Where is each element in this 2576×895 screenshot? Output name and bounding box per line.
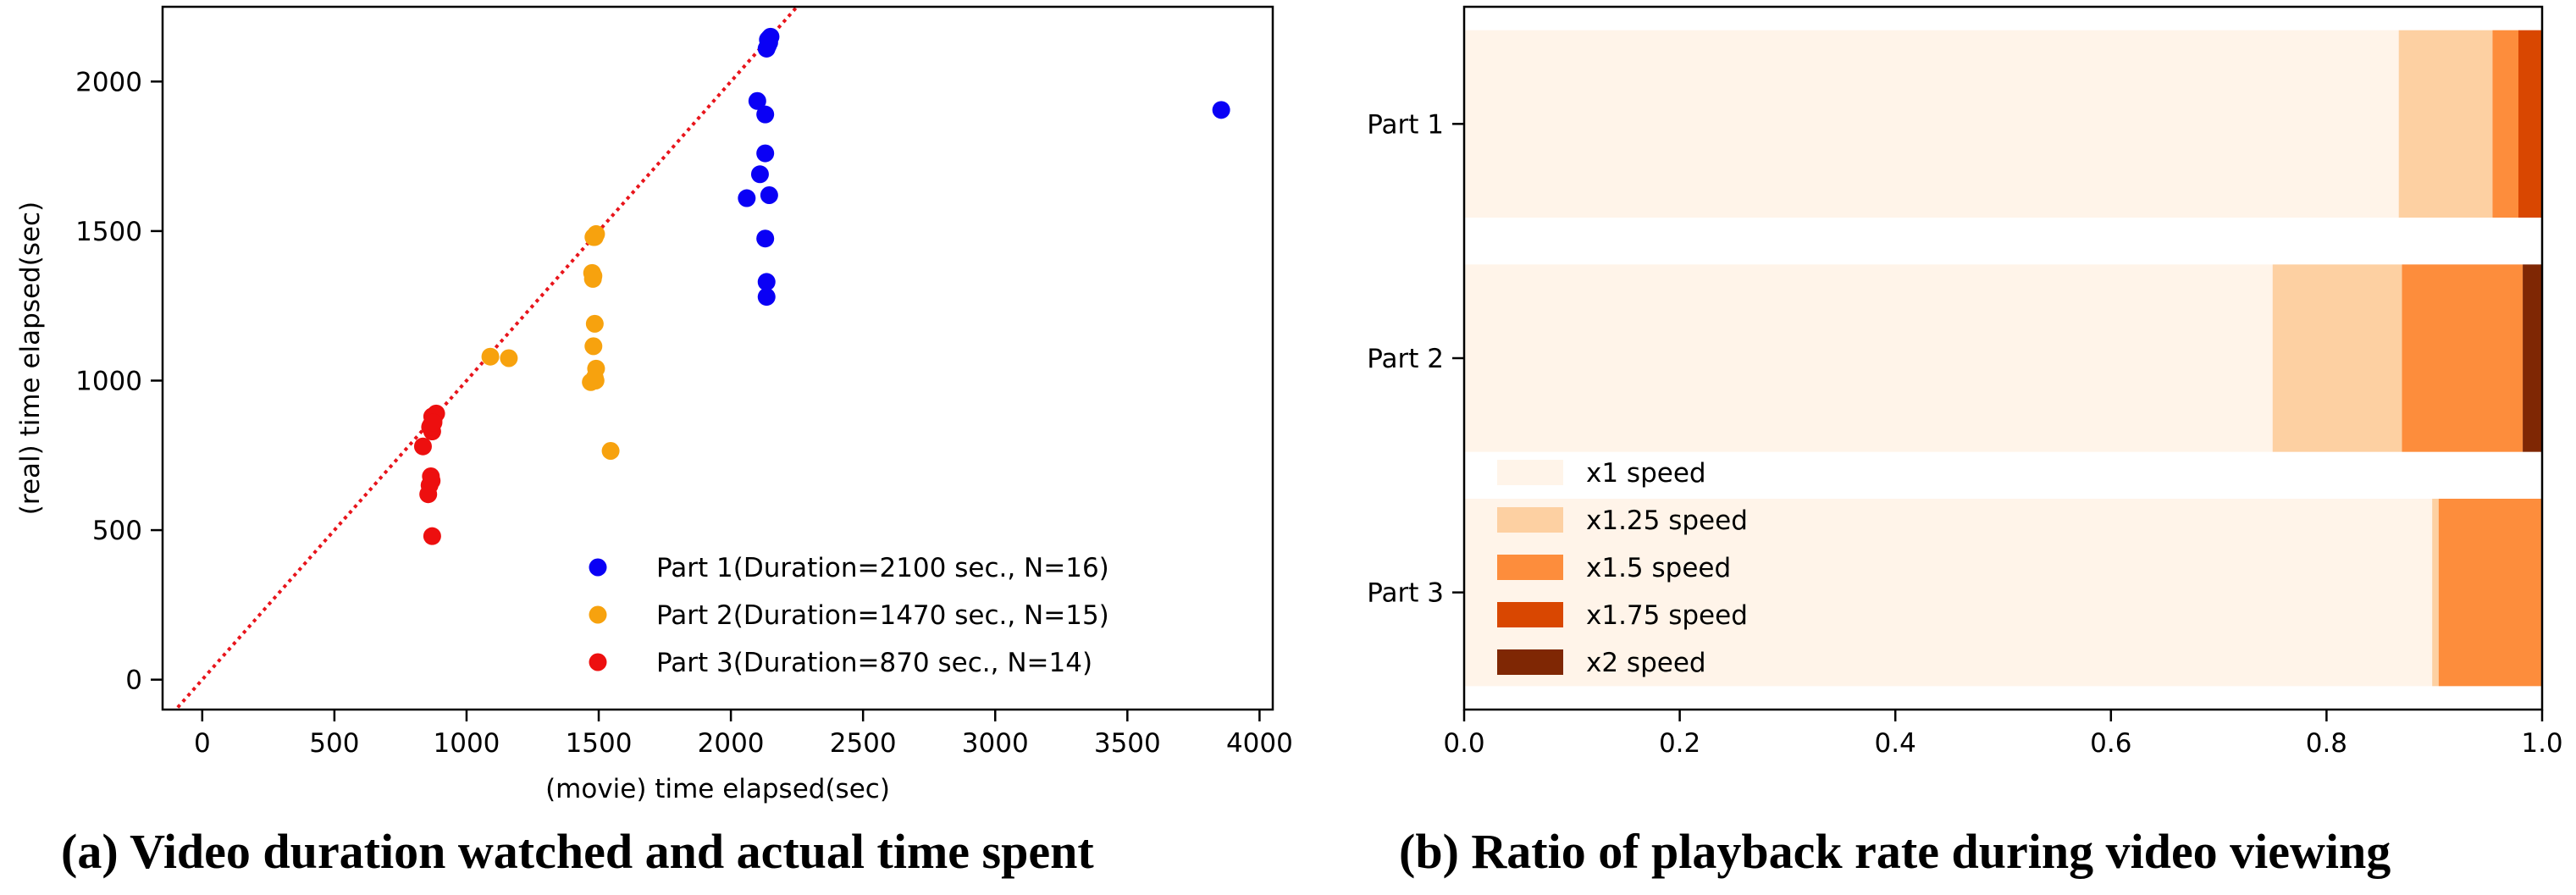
data-point-part-1 [1212, 101, 1230, 119]
data-point-part-1 [757, 288, 776, 307]
legend-label: x1.25 speed [1586, 506, 1748, 536]
plot-frame-a [161, 5, 1274, 711]
data-point-part-1 [756, 229, 775, 248]
x-tick-label: 3000 [962, 728, 1029, 759]
data-point-part-2 [584, 267, 603, 285]
x-tick-label: 0.6 [2090, 728, 2131, 759]
bar-segment-x1-speed [1464, 264, 2273, 452]
data-point-part-3 [424, 413, 443, 432]
bar-segment-x1_5-speed [2438, 499, 2542, 687]
legend-label: x1 speed [1586, 458, 1706, 489]
data-point-part-2 [586, 371, 605, 389]
legend-label: x1.75 speed [1586, 600, 1748, 631]
data-point-part-1 [757, 273, 776, 291]
data-point-part-1 [756, 105, 775, 124]
data-point-part-2 [585, 314, 604, 333]
bar-segment-x1-speed [1464, 30, 2399, 218]
category-label: Part 3 [1367, 578, 1444, 609]
legend-label: x2 speed [1586, 648, 1706, 678]
x-tick-label: 0.2 [1659, 728, 1700, 759]
data-point-part-1 [750, 165, 769, 184]
data-point-part-3 [413, 437, 432, 456]
bar-segment-x1_25-speed [2272, 264, 2402, 452]
bar-segment-x2-speed [2523, 264, 2542, 452]
data-point-part-2 [481, 347, 500, 366]
legend-swatch [1497, 555, 1563, 580]
legend-swatch [1497, 602, 1563, 627]
legend-swatch [1497, 460, 1563, 485]
data-point-part-3 [423, 527, 441, 545]
y-tick-label: 500 [92, 516, 142, 546]
legend-label: Part 3(Duration=870 sec., N=14) [656, 648, 1092, 678]
data-point-part-2 [585, 228, 604, 246]
x-tick-label: 0.4 [1875, 728, 1916, 759]
legend-swatch [1497, 649, 1563, 675]
bar-segment-x1_25-speed [2398, 30, 2493, 218]
legend-swatch [1497, 507, 1563, 533]
y-tick-label: 1000 [75, 366, 142, 396]
legend-label: Part 2(Duration=1470 sec., N=15) [656, 600, 1109, 631]
data-point-part-2 [601, 441, 620, 460]
data-point-part-1 [756, 144, 775, 163]
x-tick-label: 0.8 [2306, 728, 2347, 759]
y-tick-label: 1500 [75, 217, 142, 247]
y-tick-label: 2000 [75, 67, 142, 97]
bar-segment-x1_5-speed [2492, 30, 2518, 218]
bar-segment-x1_5-speed [2402, 264, 2523, 452]
legend-marker [589, 605, 607, 624]
data-point-part-2 [584, 337, 603, 356]
x-tick-label: 0.0 [1443, 728, 1484, 759]
data-point-part-1 [760, 186, 778, 205]
caption-a: (a) Video duration watched and actual ti… [61, 824, 1094, 879]
bar-segment-x1-speed [1464, 499, 2433, 687]
plot-frame-b [1462, 5, 2544, 711]
x-tick-label: 1.0 [2521, 728, 2562, 759]
x-tick-label: 0 [194, 728, 211, 759]
data-point-part-1 [748, 91, 766, 110]
x-tick-label: 4000 [1226, 728, 1293, 759]
category-label: Part 2 [1367, 344, 1444, 374]
x-tick-label: 1000 [434, 728, 500, 759]
legend-label: Part 1(Duration=2100 sec., N=16) [656, 553, 1109, 583]
x-axis-label: (movie) time elapsed(sec) [545, 774, 890, 804]
stacked-bar-chart: Part 1 Part 2 Part 3 0.0 0.2 0.4 0.6 0.8 1.0 x1 s… [1367, 5, 2563, 759]
category-label: Part 1 [1367, 109, 1444, 140]
bar-segment-x1_25-speed [2432, 499, 2439, 687]
data-point-part-3 [423, 472, 441, 490]
data-point-part-3 [419, 485, 438, 504]
data-point-part-1 [738, 189, 756, 207]
x-tick-label: 500 [309, 728, 359, 759]
x-tick-label: 3500 [1094, 728, 1161, 759]
legend-marker [589, 653, 607, 671]
legend-marker [589, 558, 607, 577]
x-tick-label: 1500 [566, 728, 633, 759]
data-point-part-2 [500, 349, 518, 367]
x-tick-label: 2500 [830, 728, 897, 759]
legend-label: x1.5 speed [1586, 553, 1731, 583]
scatter-chart: 0 500 1000 1500 2000 2500 3000 3500 4000 0 500 1000… [15, 5, 1293, 804]
data-point-part-1 [759, 36, 777, 55]
bar-segment-x1_75-speed [2518, 30, 2542, 218]
caption-b: (b) Ratio of playback rate during video … [1399, 824, 2391, 879]
x-tick-label: 2000 [698, 728, 765, 759]
y-tick-label: 0 [125, 666, 142, 696]
y-axis-label: (real) time elapsed(sec) [15, 202, 46, 515]
